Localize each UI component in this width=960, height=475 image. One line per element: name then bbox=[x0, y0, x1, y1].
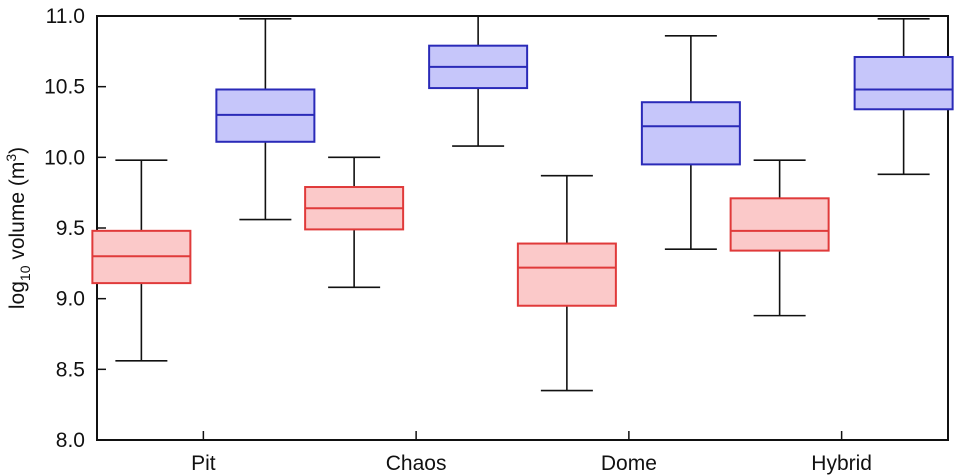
y-axis-label: log10 volume (m3) bbox=[3, 147, 33, 309]
plot-area: 8.0 8.5 9.0 9.5 10.0 10.5 11.0 Pit Chaos Dome Hybr… bbox=[44, 5, 954, 475]
y-axis-label-sub: 10 bbox=[17, 265, 33, 281]
y-tick-label: 11.0 bbox=[46, 5, 85, 28]
box-iqr bbox=[516, 242, 617, 307]
y-tick-label: 8.5 bbox=[56, 358, 85, 381]
x-tick-label: Dome bbox=[601, 452, 657, 475]
y-axis-label-sup: 3 bbox=[3, 154, 19, 162]
y-tick-label: 9.0 bbox=[56, 288, 85, 311]
x-tick-label: Hybrid bbox=[811, 452, 872, 475]
box-iqr bbox=[729, 197, 830, 252]
y-tick-label: 10.0 bbox=[44, 146, 85, 169]
y-tick-label: 9.5 bbox=[56, 217, 85, 240]
y-axis-label-base: log bbox=[6, 281, 29, 309]
y-tick-label: 8.0 bbox=[56, 429, 85, 452]
box-iqr bbox=[640, 101, 741, 166]
y-axis-label-end: ) bbox=[6, 147, 29, 154]
x-tick-label: Pit bbox=[191, 452, 216, 475]
x-tick-label: Chaos bbox=[386, 452, 447, 475]
y-tick-label: 10.5 bbox=[44, 76, 85, 99]
y-axis-label-mid: volume (m bbox=[6, 162, 29, 266]
box-iqr bbox=[853, 55, 954, 111]
